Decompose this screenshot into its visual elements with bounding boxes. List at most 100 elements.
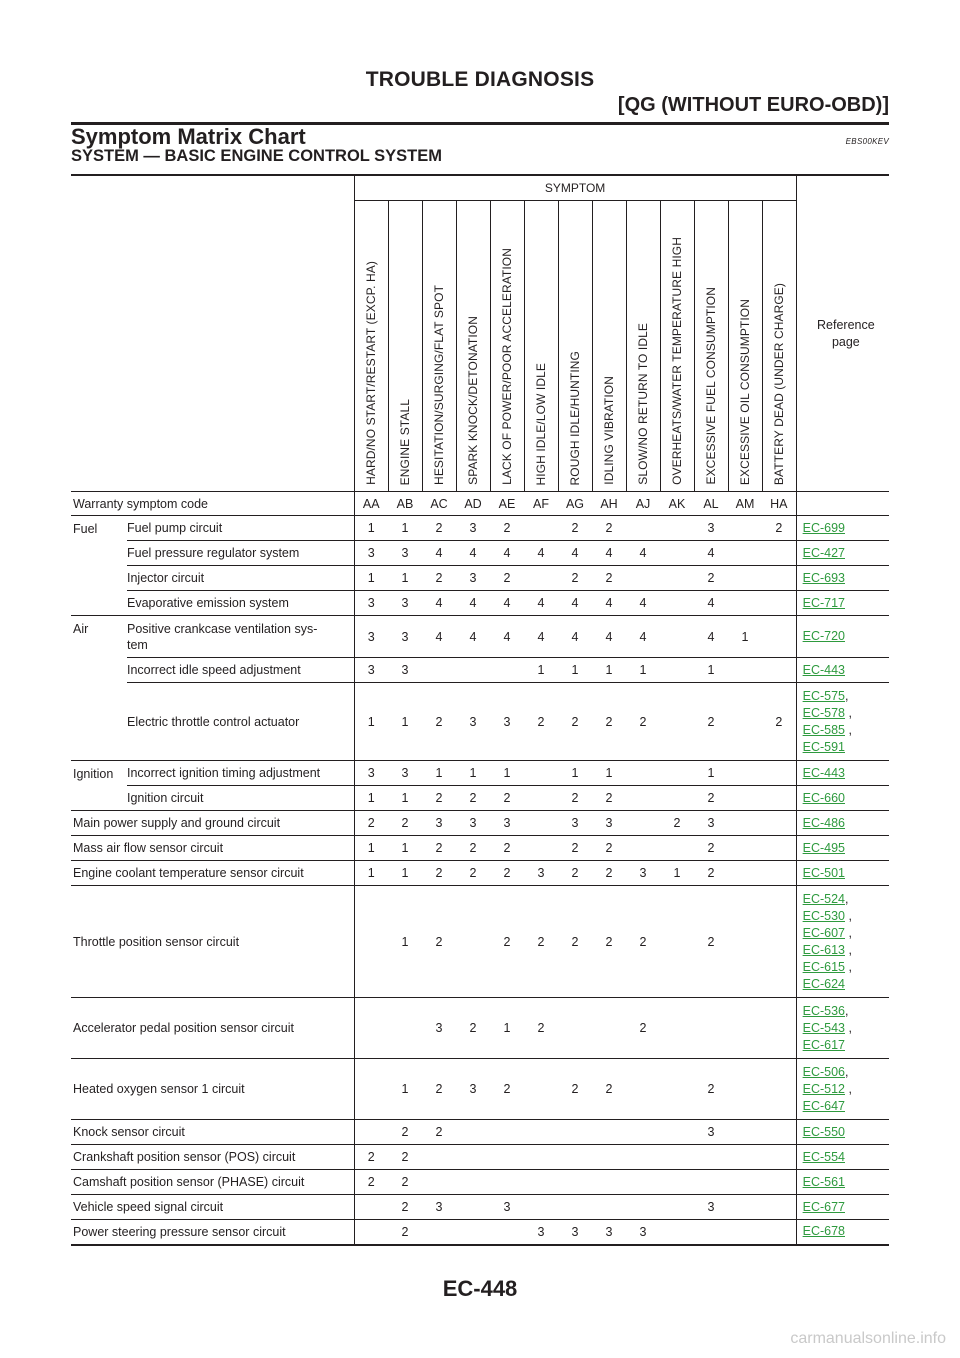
- symptom-column-header: ROUGH IDLE/HUNTING: [557, 200, 592, 492]
- matrix-value: [524, 835, 558, 861]
- reference-link[interactable]: EC-550: [802, 1124, 845, 1139]
- matrix-value: [592, 1144, 626, 1170]
- reference-link[interactable]: EC-677: [802, 1199, 845, 1214]
- ref-separator: ,: [845, 1003, 849, 1018]
- ref-separator: ,: [845, 908, 852, 923]
- symptom-header-row: SYMPTOM Reference page: [71, 174, 890, 492]
- matrix-value: 1: [353, 515, 388, 541]
- matrix-value: [728, 997, 762, 1059]
- ref-separator: ,: [845, 1064, 849, 1079]
- matrix-value: 3: [524, 1219, 558, 1246]
- reference-link[interactable]: EC-486: [802, 815, 845, 830]
- symptom-name: SPARK KNOCK/DETONATION: [466, 316, 480, 485]
- reference-link[interactable]: EC-543: [802, 1020, 845, 1035]
- matrix-value: [762, 1169, 797, 1195]
- reference-link[interactable]: EC-427: [802, 545, 845, 560]
- matrix-value: 2: [422, 565, 456, 591]
- reference-page-cell: EC-536, EC-543 , EC-617: [795, 997, 890, 1059]
- reference-link[interactable]: EC-524: [802, 891, 845, 906]
- matrix-value: [728, 885, 762, 998]
- matrix-value: 3: [353, 540, 388, 566]
- matrix-value: [762, 997, 797, 1059]
- matrix-value: 1: [388, 682, 422, 761]
- matrix-value: 2: [558, 682, 592, 761]
- matrix-value: [456, 1169, 490, 1195]
- matrix-value: [524, 1169, 558, 1195]
- reference-link[interactable]: EC-720: [802, 629, 845, 643]
- reference-link[interactable]: EC-678: [802, 1224, 845, 1239]
- matrix-value: 2: [660, 810, 694, 836]
- reference-link[interactable]: EC-495: [802, 840, 845, 855]
- reference-link[interactable]: EC-575: [802, 688, 845, 703]
- reference-link[interactable]: EC-647: [802, 1098, 845, 1113]
- matrix-value: [660, 565, 694, 591]
- reference-link[interactable]: EC-585: [802, 722, 845, 737]
- matrix-value: 2: [490, 860, 524, 886]
- symptom-column-header: IDLING VIBRATION: [591, 200, 626, 492]
- matrix-value: 2: [592, 1058, 626, 1120]
- reference-link[interactable]: EC-717: [802, 595, 845, 610]
- reference-link[interactable]: EC-699: [802, 520, 845, 535]
- table-row: Engine coolant temperature sensor circui…: [71, 860, 890, 886]
- symptom-name: OVERHEATS/WATER TEMPERATURE HIGH: [670, 237, 684, 485]
- table-row: Vehicle speed signal circuit 2 3 3 3 EC-677: [71, 1194, 890, 1220]
- reference-link[interactable]: EC-506: [802, 1064, 845, 1079]
- matrix-value: [524, 1194, 558, 1220]
- component-label: Evaporative emission system: [127, 590, 354, 616]
- matrix-value: [490, 1119, 524, 1145]
- table-row: Mass air flow sensor circuit 1 1 2 2 2 2 2 2 EC-4…: [71, 835, 890, 861]
- matrix-value: [456, 1219, 490, 1246]
- matrix-value: 3: [388, 540, 422, 566]
- matrix-value: 2: [388, 1194, 422, 1220]
- reference-link[interactable]: EC-624: [802, 976, 845, 991]
- matrix-value: [626, 835, 660, 861]
- reference-link[interactable]: EC-578: [802, 705, 845, 720]
- matrix-value: [660, 590, 694, 616]
- component-label: Vehicle speed signal circuit: [71, 1194, 354, 1220]
- matrix-value: [762, 835, 797, 861]
- matrix-value: 2: [558, 835, 592, 861]
- component-label: Knock sensor circuit: [71, 1119, 354, 1145]
- table-row: Ignition Incorrect ignition timing adjust…: [71, 760, 890, 811]
- reference-link[interactable]: EC-615: [802, 959, 845, 974]
- table-row: Knock sensor circuit 2 2 3 EC-550: [71, 1119, 890, 1145]
- matrix-value: 3: [388, 615, 422, 658]
- reference-link[interactable]: EC-561: [802, 1174, 845, 1189]
- matrix-value: 4: [456, 590, 490, 616]
- matrix-value: [660, 657, 694, 683]
- reference-link[interactable]: EC-554: [802, 1149, 845, 1164]
- matrix-value: [626, 810, 660, 836]
- symptom-column-header: EXCESSIVE OIL CONSUMPTION: [727, 200, 762, 492]
- reference-link[interactable]: EC-512: [802, 1081, 845, 1096]
- matrix-value: 2: [694, 785, 728, 811]
- matrix-value: 1: [490, 760, 524, 786]
- section-title: Symptom Matrix Chart: [71, 124, 306, 149]
- reference-link[interactable]: EC-443: [802, 765, 845, 780]
- reference-link[interactable]: EC-536: [802, 1003, 845, 1018]
- matrix-value: [456, 657, 490, 683]
- reference-link[interactable]: EC-591: [802, 739, 845, 754]
- matrix-value: 1: [353, 835, 388, 861]
- reference-link[interactable]: EC-501: [802, 865, 845, 880]
- matrix-value: [728, 810, 762, 836]
- matrix-value: 3: [422, 997, 456, 1059]
- reference-link[interactable]: EC-607: [802, 925, 845, 940]
- matrix-value: 2: [388, 1219, 422, 1246]
- matrix-value: [728, 1219, 762, 1246]
- matrix-value: 2: [422, 885, 456, 998]
- reference-page-cell: EC-443: [795, 657, 890, 683]
- reference-link[interactable]: EC-443: [802, 662, 845, 677]
- matrix-value: [592, 1169, 626, 1195]
- reference-link[interactable]: EC-693: [802, 570, 845, 585]
- matrix-value: 3: [694, 515, 728, 541]
- matrix-value: [524, 1144, 558, 1170]
- reference-link[interactable]: EC-530: [802, 908, 845, 923]
- matrix-value: 3: [353, 760, 388, 786]
- reference-link[interactable]: EC-613: [802, 942, 845, 957]
- reference-link[interactable]: EC-660: [802, 790, 845, 805]
- matrix-value: [422, 1169, 456, 1195]
- reference-link[interactable]: EC-617: [802, 1037, 845, 1052]
- matrix-value: 3: [694, 1119, 728, 1145]
- reference-page-cell: EC-677: [795, 1194, 890, 1220]
- component-label: Incorrect idle speed adjustment: [127, 657, 354, 683]
